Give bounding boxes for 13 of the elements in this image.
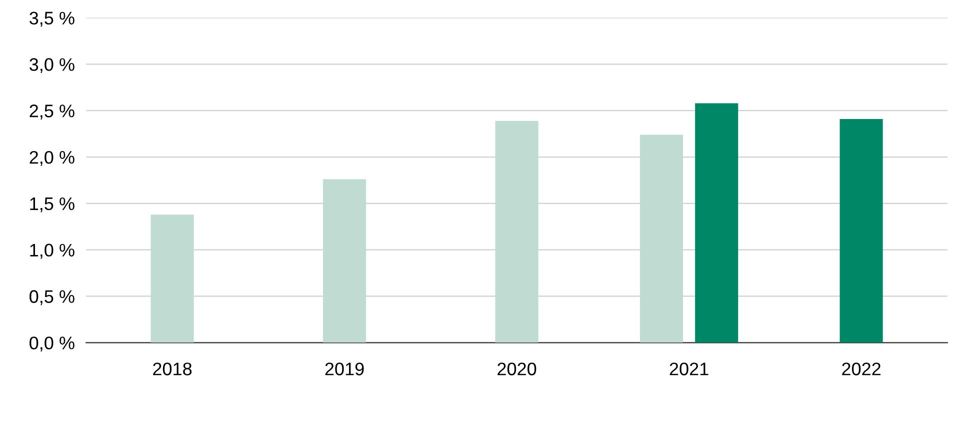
x-tick-label: 2021 — [670, 362, 708, 376]
y-tick-label: 2,5 % — [30, 104, 74, 120]
y-tick-label: 3,5 % — [30, 12, 74, 27]
x-tick-label: 2020 — [498, 362, 536, 376]
y-tick-label: 1,5 % — [30, 197, 74, 212]
x-tick-label: 2019 — [325, 362, 364, 376]
x-tick-label: 2022 — [842, 362, 880, 376]
y-tick-label: 2,0 % — [30, 150, 74, 166]
y-tick-label: 0,5 % — [30, 290, 74, 306]
y-tick-label: 0,0 % — [30, 336, 74, 352]
y-tick-label: 3,0 % — [30, 58, 74, 74]
x-tick-label: 2018 — [153, 362, 192, 376]
y-tick-label: 1,0 % — [30, 244, 74, 259]
